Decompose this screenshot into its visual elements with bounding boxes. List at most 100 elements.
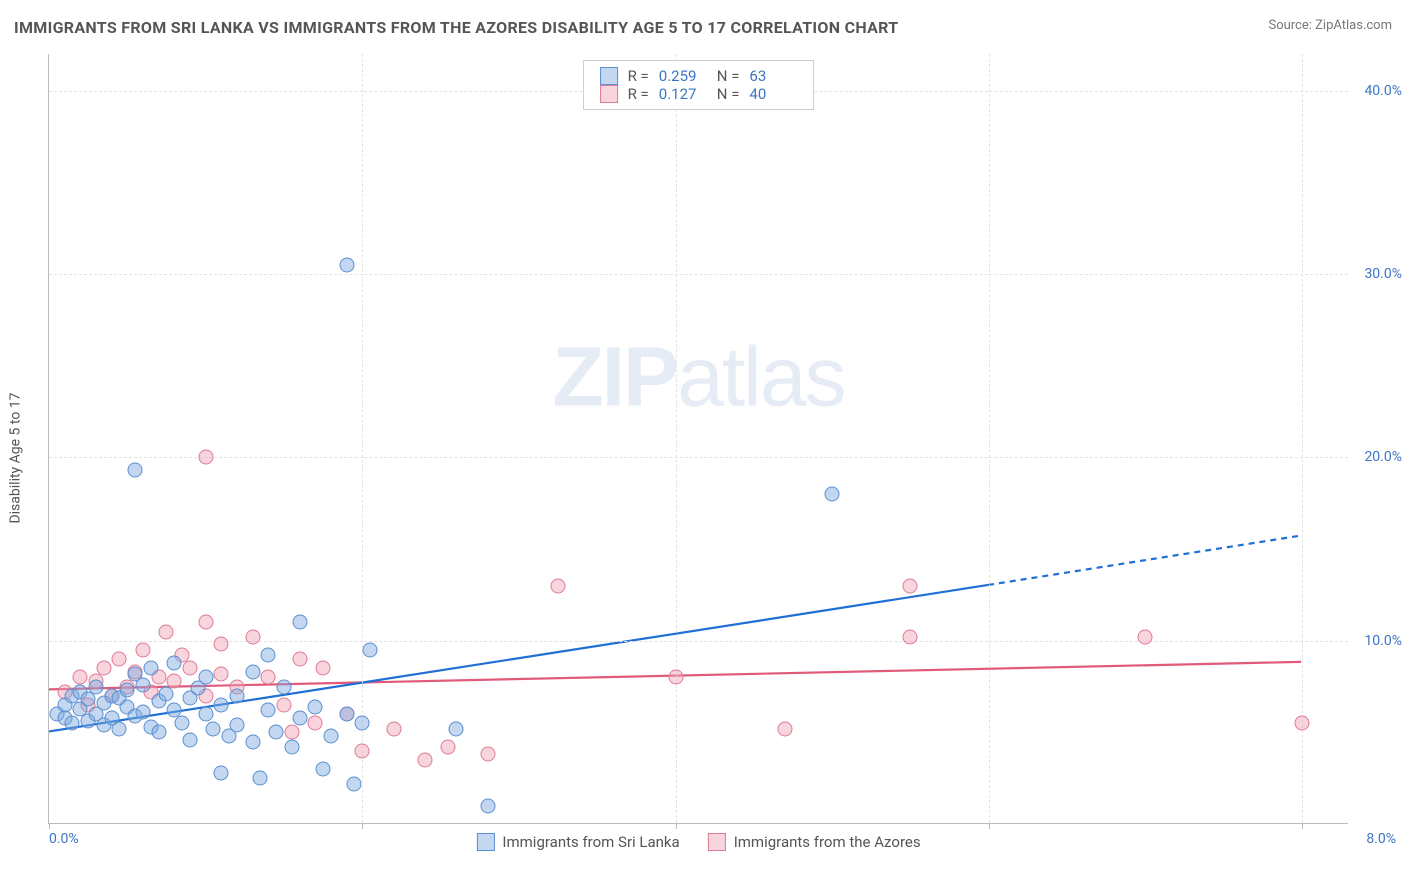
- data-point-sri-lanka: [135, 677, 150, 692]
- data-point-azores: [480, 747, 495, 762]
- data-point-sri-lanka: [175, 716, 190, 731]
- source-attribution: Source: ZipAtlas.com: [1268, 18, 1392, 33]
- gridline-vertical: [1302, 54, 1303, 823]
- data-point-sri-lanka: [308, 699, 323, 714]
- data-point-azores: [198, 450, 213, 465]
- y-tick-label: 10.0%: [1352, 633, 1402, 649]
- trend-lines: [49, 54, 1348, 823]
- data-point-sri-lanka: [292, 710, 307, 725]
- data-point-azores: [96, 661, 111, 676]
- data-point-azores: [214, 637, 229, 652]
- data-point-sri-lanka: [81, 692, 96, 707]
- data-point-azores: [1138, 630, 1153, 645]
- data-point-azores: [1295, 716, 1310, 731]
- gridline-horizontal: [49, 641, 1348, 642]
- data-point-sri-lanka: [276, 679, 291, 694]
- data-point-azores: [276, 697, 291, 712]
- data-point-sri-lanka: [261, 648, 276, 663]
- data-point-sri-lanka: [292, 615, 307, 630]
- data-point-azores: [417, 752, 432, 767]
- swatch-icon: [708, 833, 726, 851]
- swatch-icon: [476, 833, 494, 851]
- data-point-sri-lanka: [198, 707, 213, 722]
- x-tick-mark: [1302, 823, 1303, 829]
- data-point-sri-lanka: [316, 762, 331, 777]
- data-point-azores: [441, 740, 456, 755]
- data-point-azores: [182, 661, 197, 676]
- data-point-sri-lanka: [135, 705, 150, 720]
- data-point-sri-lanka: [269, 725, 284, 740]
- data-point-azores: [112, 652, 127, 667]
- data-point-sri-lanka: [167, 655, 182, 670]
- x-tick-mark: [362, 823, 363, 829]
- data-point-sri-lanka: [143, 661, 158, 676]
- data-point-sri-lanka: [347, 776, 362, 791]
- data-point-sri-lanka: [198, 670, 213, 685]
- data-point-sri-lanka: [159, 686, 174, 701]
- x-tick-mark: [989, 823, 990, 829]
- data-point-sri-lanka: [284, 740, 299, 755]
- x-axis-label-min: 0.0%: [49, 831, 79, 847]
- data-point-azores: [284, 725, 299, 740]
- data-point-azores: [292, 652, 307, 667]
- gridline-vertical: [676, 54, 677, 823]
- stats-row-sri-lanka: R = 0.259 N = 63: [600, 67, 798, 85]
- data-point-azores: [316, 661, 331, 676]
- data-point-sri-lanka: [206, 721, 221, 736]
- data-point-sri-lanka: [253, 771, 268, 786]
- series-legend: Immigrants from Sri Lanka Immigrants fro…: [476, 833, 920, 851]
- data-point-sri-lanka: [363, 642, 378, 657]
- data-point-sri-lanka: [182, 732, 197, 747]
- data-point-sri-lanka: [65, 716, 80, 731]
- data-point-azores: [355, 743, 370, 758]
- chart-container: Disability Age 5 to 17 ZIPatlas R = 0.25…: [0, 48, 1406, 868]
- data-point-sri-lanka: [214, 697, 229, 712]
- y-axis-label: Disability Age 5 to 17: [0, 108, 32, 808]
- data-point-azores: [159, 624, 174, 639]
- data-point-azores: [668, 670, 683, 685]
- data-point-sri-lanka: [214, 765, 229, 780]
- swatch-azores: [600, 85, 618, 103]
- watermark: ZIPatlas: [552, 328, 844, 425]
- data-point-sri-lanka: [825, 487, 840, 502]
- data-point-azores: [903, 578, 918, 593]
- y-tick-label: 30.0%: [1352, 266, 1402, 282]
- header: IMMIGRANTS FROM SRI LANKA VS IMMIGRANTS …: [14, 18, 1392, 37]
- data-point-azores: [198, 615, 213, 630]
- data-point-azores: [245, 630, 260, 645]
- data-point-sri-lanka: [339, 257, 354, 272]
- gridline-vertical: [989, 54, 990, 823]
- data-point-sri-lanka: [128, 463, 143, 478]
- data-point-sri-lanka: [112, 721, 127, 736]
- data-point-sri-lanka: [229, 688, 244, 703]
- gridline-horizontal: [49, 274, 1348, 275]
- data-point-azores: [778, 721, 793, 736]
- y-tick-label: 40.0%: [1352, 83, 1402, 99]
- data-point-sri-lanka: [339, 707, 354, 722]
- data-point-azores: [135, 642, 150, 657]
- data-point-azores: [551, 578, 566, 593]
- data-point-sri-lanka: [245, 664, 260, 679]
- swatch-sri-lanka: [600, 67, 618, 85]
- stats-legend-box: R = 0.259 N = 63 R = 0.127 N = 40: [583, 60, 815, 110]
- data-point-azores: [308, 716, 323, 731]
- gridline-vertical: [362, 54, 363, 823]
- data-point-sri-lanka: [88, 679, 103, 694]
- data-point-azores: [386, 721, 401, 736]
- x-tick-mark: [49, 823, 50, 829]
- stats-row-azores: R = 0.127 N = 40: [600, 85, 798, 103]
- data-point-sri-lanka: [151, 725, 166, 740]
- data-point-azores: [261, 670, 276, 685]
- data-point-sri-lanka: [229, 718, 244, 733]
- data-point-sri-lanka: [245, 734, 260, 749]
- data-point-sri-lanka: [355, 716, 370, 731]
- data-point-azores: [903, 630, 918, 645]
- data-point-sri-lanka: [449, 721, 464, 736]
- data-point-azores: [214, 666, 229, 681]
- gridline-horizontal: [49, 457, 1348, 458]
- legend-item-azores: Immigrants from the Azores: [708, 833, 921, 851]
- data-point-sri-lanka: [120, 683, 135, 698]
- data-point-sri-lanka: [261, 703, 276, 718]
- data-point-sri-lanka: [323, 729, 338, 744]
- chart-title: IMMIGRANTS FROM SRI LANKA VS IMMIGRANTS …: [14, 18, 898, 37]
